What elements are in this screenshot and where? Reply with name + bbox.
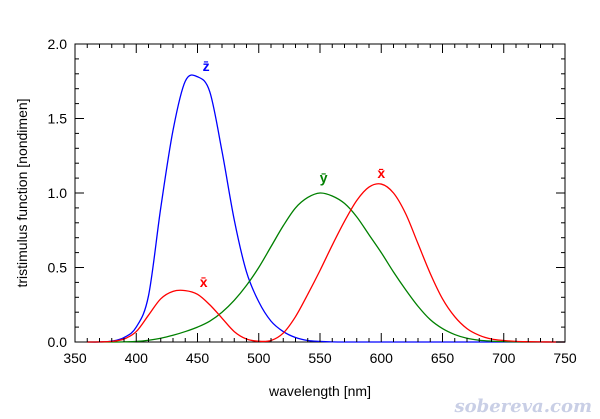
curve-label: x̄	[200, 274, 208, 290]
x-tick-label: 450	[186, 350, 210, 366]
x-tick-label: 750	[553, 350, 577, 366]
series-line-2	[87, 183, 566, 343]
series-line-1	[87, 192, 565, 343]
watermark: sobereva.com	[453, 396, 592, 417]
x-tick-label: 500	[247, 350, 271, 366]
curve-labels: z̄ ȳ x̄ x̄	[200, 58, 386, 290]
y-axis-label: tristimulus function [nondimen]	[14, 98, 30, 287]
y-tick-label: 1.0	[48, 185, 68, 201]
y-tick-label: 0.5	[48, 260, 68, 276]
y-tick-label: 1.5	[48, 111, 68, 127]
y-tick-label: 0.0	[48, 334, 68, 350]
curve-label: x̄	[377, 165, 385, 181]
x-axis-label: wavelength [nm]	[268, 383, 371, 399]
x-tick-label: 700	[492, 350, 516, 366]
curve-label: ȳ	[320, 170, 328, 186]
x-tick-label: 350	[63, 350, 87, 366]
y-tick-label: 2.0	[48, 36, 68, 52]
x-tick-label: 650	[431, 350, 455, 366]
curve-label: z̄	[203, 58, 210, 74]
x-tick-label: 600	[370, 350, 394, 366]
x-tick-label: 550	[308, 350, 332, 366]
series-line-0	[87, 74, 565, 343]
plot-area: 350 400 450 500 550 600 650 700 750 0.0 0.5 1.0 1.5 2…	[48, 36, 577, 366]
x-tick-label: 400	[125, 350, 149, 366]
axis-ticks: 350 400 450 500 550 600 650 700 750 0.0 0.5 1.0 1.5 2…	[48, 36, 577, 366]
curves	[87, 74, 566, 343]
